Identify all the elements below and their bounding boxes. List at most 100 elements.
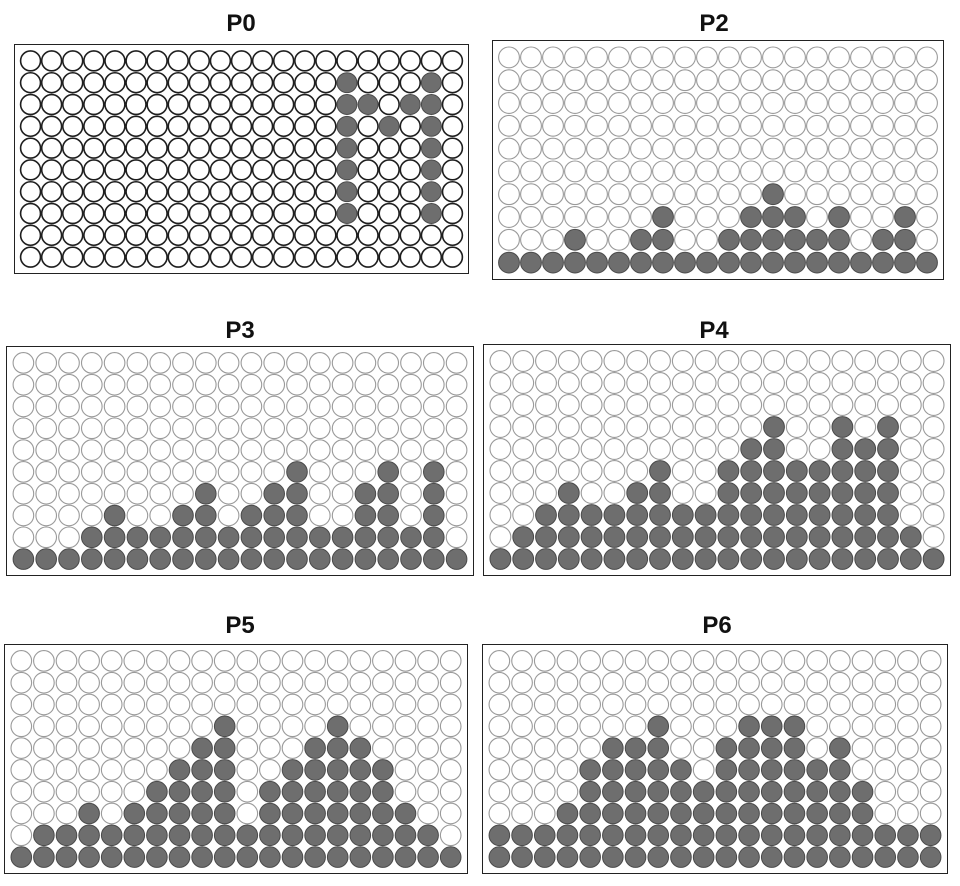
empty-bead — [188, 71, 211, 94]
empty-bead — [230, 202, 253, 225]
empty-bead — [564, 206, 586, 228]
filled-bead — [557, 526, 580, 548]
empty-bead — [80, 439, 103, 461]
empty-bead — [103, 417, 126, 440]
empty-bead — [877, 372, 899, 394]
empty-bead — [377, 352, 400, 374]
empty-bead — [488, 780, 511, 803]
filled-bead — [213, 759, 236, 781]
filled-bead — [760, 846, 783, 868]
empty-bead — [715, 650, 738, 672]
empty-bead — [78, 693, 100, 716]
empty-bead — [806, 737, 829, 759]
empty-bead — [172, 439, 194, 461]
empty-bead — [12, 482, 35, 505]
empty-bead — [263, 461, 286, 483]
empty-bead — [294, 224, 316, 247]
filled-bead — [806, 759, 828, 781]
filled-bead — [535, 548, 557, 570]
filled-bead — [808, 548, 831, 570]
empty-bead — [263, 439, 286, 461]
filled-bead — [195, 526, 217, 549]
filled-bead — [717, 548, 740, 570]
filled-bead — [520, 251, 542, 274]
empty-bead — [850, 228, 872, 251]
filled-bead — [191, 759, 213, 781]
filled-bead — [372, 759, 394, 781]
empty-bead — [806, 650, 829, 672]
filled-bead — [877, 482, 899, 504]
empty-bead — [209, 202, 232, 225]
empty-bead — [488, 671, 511, 694]
empty-bead — [919, 715, 942, 738]
empty-bead — [357, 224, 379, 247]
empty-bead — [294, 115, 316, 138]
filled-bead — [498, 251, 520, 274]
empty-bead — [806, 69, 828, 92]
filled-bead — [899, 548, 922, 570]
empty-bead — [828, 92, 850, 114]
filled-bead — [281, 759, 304, 781]
filled-bead — [556, 824, 579, 847]
empty-bead — [40, 115, 63, 138]
empty-bead — [209, 246, 232, 268]
filled-bead — [195, 504, 217, 527]
empty-bead — [897, 759, 919, 781]
empty-bead — [394, 650, 417, 672]
empty-bead — [125, 202, 147, 225]
empty-bead — [146, 115, 168, 138]
empty-bead — [630, 69, 652, 92]
empty-bead — [209, 180, 232, 203]
filled-bead — [336, 94, 358, 115]
empty-bead — [850, 46, 872, 69]
empty-bead — [608, 92, 630, 114]
empty-bead — [694, 438, 717, 460]
empty-bead — [608, 137, 630, 160]
empty-bead — [240, 461, 263, 483]
empty-bead — [854, 372, 877, 394]
filled-bead — [603, 526, 626, 548]
empty-bead — [439, 650, 462, 672]
empty-bead — [603, 350, 626, 372]
empty-bead — [83, 224, 105, 247]
empty-bead — [400, 439, 422, 461]
empty-bead — [146, 759, 168, 781]
empty-bead — [126, 461, 149, 483]
empty-bead — [40, 71, 63, 94]
filled-bead — [897, 824, 919, 847]
empty-bead — [12, 461, 35, 483]
empty-bead — [378, 246, 400, 268]
empty-bead — [602, 650, 624, 672]
empty-bead — [294, 246, 316, 268]
empty-bead — [251, 71, 274, 94]
empty-bead — [33, 802, 55, 825]
filled-bead — [692, 846, 715, 868]
filled-bead — [326, 715, 349, 738]
filled-bead — [740, 228, 762, 251]
empty-bead — [670, 650, 692, 672]
empty-bead — [806, 715, 829, 738]
empty-bead — [372, 737, 394, 759]
filled-bead — [168, 780, 191, 803]
empty-bead — [420, 246, 443, 268]
board-p6 — [482, 644, 948, 874]
empty-bead — [213, 650, 236, 672]
empty-bead — [874, 780, 897, 803]
empty-bead — [217, 504, 240, 527]
empty-bead — [80, 373, 103, 396]
filled-bead — [557, 482, 580, 504]
empty-bead — [520, 206, 542, 228]
filled-bead — [557, 548, 580, 570]
empty-bead — [357, 115, 379, 138]
filled-bead — [829, 824, 851, 847]
empty-bead — [146, 693, 168, 716]
empty-bead — [850, 206, 872, 228]
empty-bead — [240, 439, 263, 461]
empty-bead — [533, 650, 556, 672]
empty-bead — [378, 71, 400, 94]
empty-bead — [740, 372, 763, 394]
empty-bead — [488, 737, 511, 759]
empty-bead — [579, 650, 601, 672]
empty-bead — [785, 350, 808, 372]
filled-bead — [783, 802, 806, 825]
